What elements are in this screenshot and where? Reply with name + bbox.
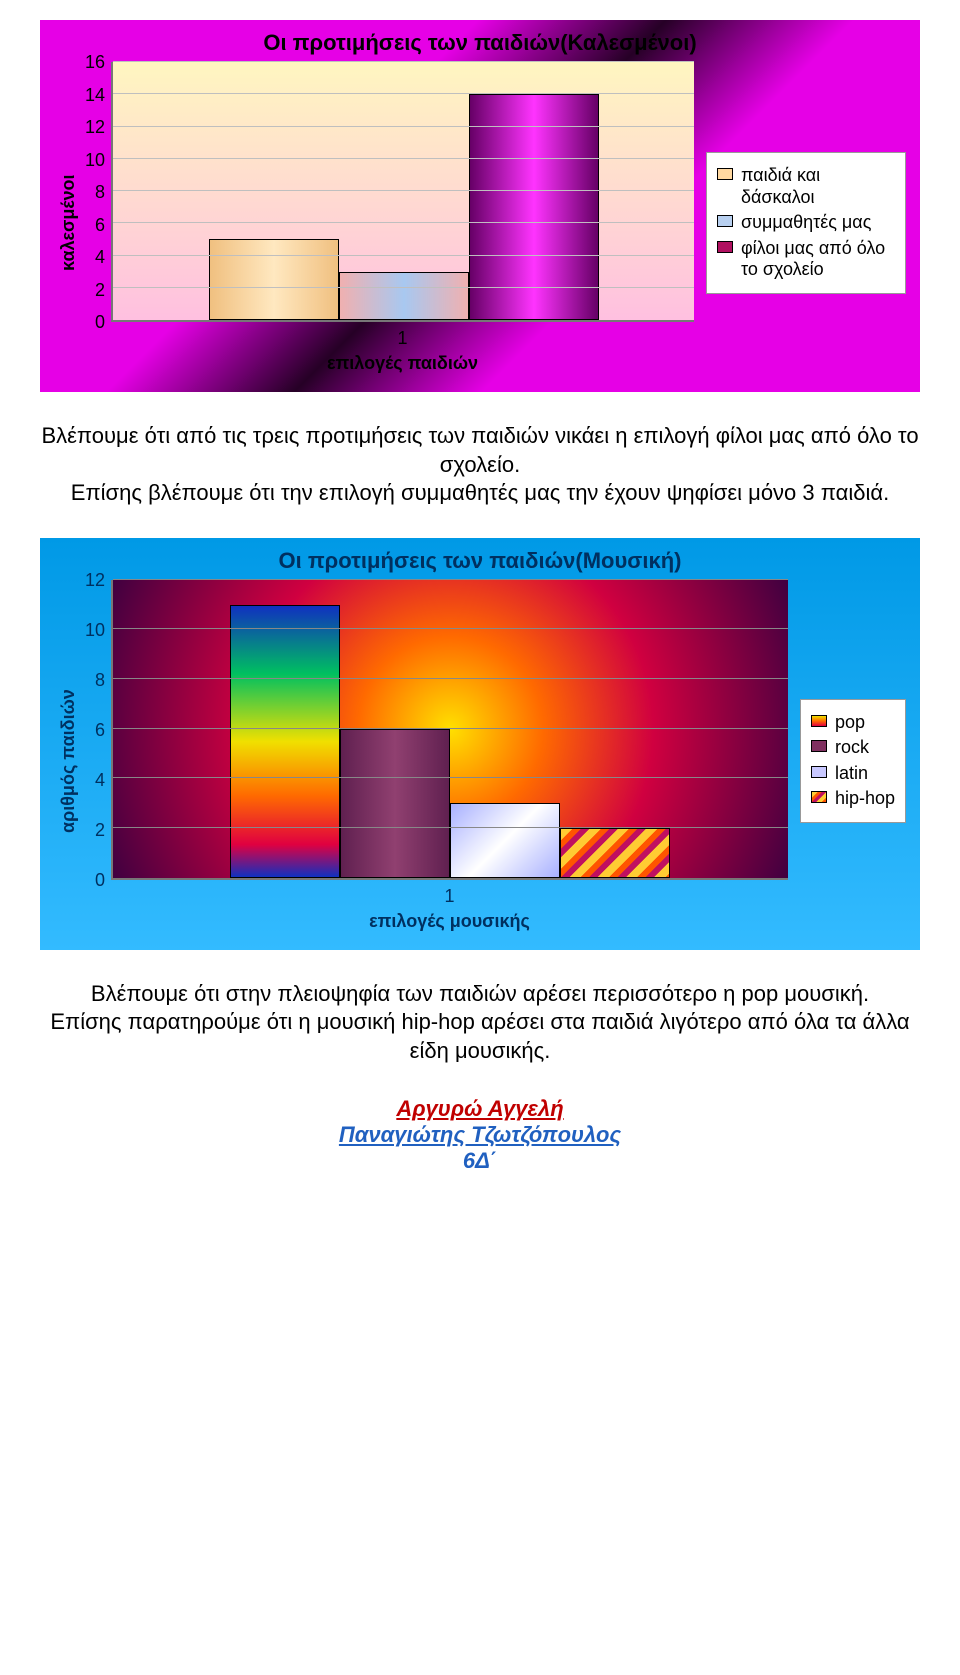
credit-name-1: Αργυρώ Αγγελή — [20, 1096, 940, 1122]
legend-label: φίλοι μας από όλο το σχολείο — [741, 238, 895, 281]
chart2-x-label: επιλογές μουσικής — [111, 907, 788, 942]
grid-line — [113, 222, 694, 223]
legend-swatch — [811, 791, 827, 803]
bar — [339, 272, 469, 320]
grid-line — [113, 777, 788, 778]
grid-line — [113, 190, 694, 191]
para1-line1: Βλέπουμε ότι από τις τρεις προτιμήσεις τ… — [41, 423, 918, 477]
legend-swatch — [811, 766, 827, 778]
grid-line — [113, 126, 694, 127]
para2-line1: Βλέπουμε ότι στην πλειοψηφία των παιδιών… — [91, 981, 869, 1006]
legend-label: hip-hop — [835, 788, 895, 810]
legend-swatch — [811, 740, 827, 752]
para2-line2: Επίσης παρατηρούμε ότι η μουσική hip-hop… — [50, 1009, 909, 1063]
chart1-title: Οι προτιμήσεις των παιδιών(Καλεσμένοι) — [54, 20, 906, 62]
chart2-bars — [113, 580, 788, 878]
grid-line — [113, 628, 788, 629]
legend-swatch — [717, 168, 733, 180]
legend-item: rock — [811, 737, 895, 759]
chart1-x-tick: 1 — [111, 322, 694, 349]
chart1-y-label: καλεσμένοι — [54, 62, 83, 384]
chart2-title: Οι προτιμήσεις των παιδιών(Μουσική) — [54, 538, 906, 580]
legend-item: hip-hop — [811, 788, 895, 810]
bar — [560, 828, 670, 878]
legend-label: συμμαθητές μας — [741, 212, 871, 234]
legend-label: rock — [835, 737, 869, 759]
credits: Αργυρώ Αγγελή Παναγιώτης Τζωτζόπουλος 6Δ… — [20, 1096, 940, 1174]
grid-line — [113, 728, 788, 729]
chart1-x-label: επιλογές παιδιών — [111, 349, 694, 384]
legend-item: συμμαθητές μας — [717, 212, 895, 234]
chart1-plot-area — [111, 62, 694, 322]
legend-label: pop — [835, 712, 865, 734]
chart2-x-tick: 1 — [111, 880, 788, 907]
legend-item: φίλοι μας από όλο το σχολείο — [717, 238, 895, 281]
grid-line — [113, 61, 694, 62]
para1-line2: Επίσης βλέπουμε ότι την επιλογή συμμαθητ… — [71, 480, 889, 505]
legend-label: παιδιά και δάσκαλοι — [741, 165, 895, 208]
paragraph-2: Βλέπουμε ότι στην πλειοψηφία των παιδιών… — [30, 980, 930, 1066]
bar — [230, 605, 340, 878]
legend-item: latin — [811, 763, 895, 785]
grid-line — [113, 678, 788, 679]
chart2-y-label: αριθμός παιδιών — [54, 580, 83, 942]
chart1-bars — [113, 62, 694, 320]
chart-guests: Οι προτιμήσεις των παιδιών(Καλεσμένοι) κ… — [40, 20, 920, 392]
grid-line — [113, 158, 694, 159]
chart2-plot-area — [111, 580, 788, 880]
legend-swatch — [717, 215, 733, 227]
grid-line — [113, 827, 788, 828]
grid-line — [113, 255, 694, 256]
chart-music: Οι προτιμήσεις των παιδιών(Μουσική) αριθ… — [40, 538, 920, 950]
legend-item: pop — [811, 712, 895, 734]
grid-line — [113, 287, 694, 288]
credit-name-3: 6Δ΄ — [20, 1148, 940, 1174]
chart1-y-ticks: 0246810121416 — [83, 62, 111, 322]
legend-swatch — [811, 715, 827, 727]
paragraph-1: Βλέπουμε ότι από τις τρεις προτιμήσεις τ… — [30, 422, 930, 508]
credit-name-2: Παναγιώτης Τζωτζόπουλος — [20, 1122, 940, 1148]
legend-label: latin — [835, 763, 868, 785]
legend-item: παιδιά και δάσκαλοι — [717, 165, 895, 208]
grid-line — [113, 93, 694, 94]
grid-line — [113, 579, 788, 580]
chart2-legend: pop rock latin hip-hop — [800, 699, 906, 823]
bar — [450, 803, 560, 878]
bar — [340, 729, 450, 878]
chart1-legend: παιδιά και δάσκαλοι συμμαθητές μας φίλοι μ… — [706, 152, 906, 294]
legend-swatch — [717, 241, 733, 253]
bar — [209, 239, 339, 320]
chart2-y-ticks: 024681012 — [83, 580, 111, 880]
